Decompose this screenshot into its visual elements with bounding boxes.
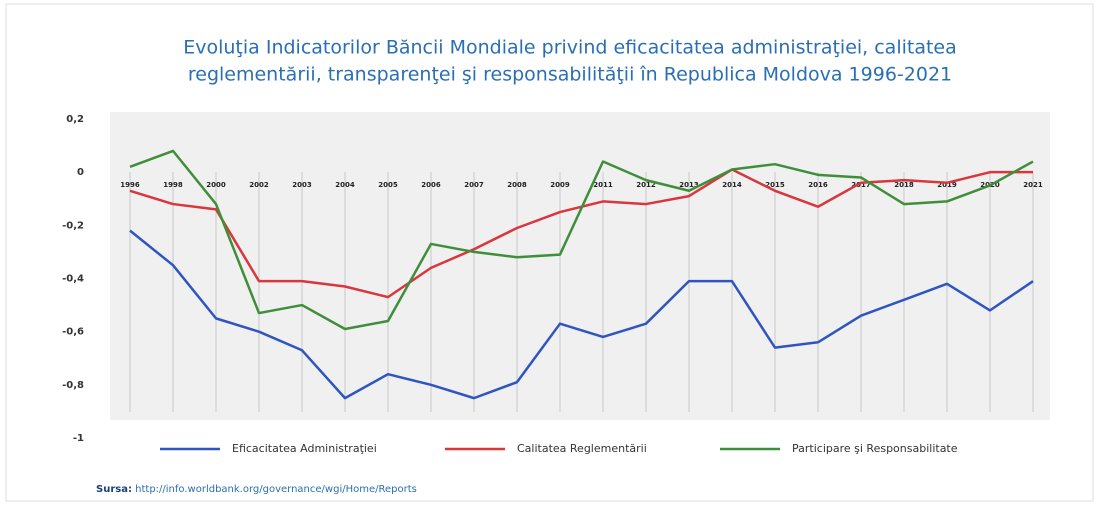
x-tick-label: 2012 [636, 181, 656, 189]
x-tick-label: 2021 [1023, 181, 1043, 189]
series-line [129, 229, 1034, 400]
x-tick-label: 2014 [722, 181, 742, 189]
x-tick-label: 2016 [808, 181, 828, 189]
y-tick-label: -0,2 [62, 220, 84, 231]
x-tick-label: 2015 [765, 181, 785, 189]
y-tick-label: -0,8 [62, 380, 84, 391]
y-tick-label: -0,4 [62, 274, 84, 285]
legend-label: Eficacitatea Administraţiei [232, 442, 377, 455]
x-tick-label: 2017 [851, 181, 871, 189]
x-tick-label: 2004 [335, 181, 355, 189]
x-tick-label: 2006 [421, 181, 441, 189]
y-tick-label: -0,6 [62, 327, 84, 338]
x-tick-label: 2002 [249, 181, 269, 189]
source-url: http://info.worldbank.org/governance/wgi… [135, 484, 417, 495]
x-tick-label: 2007 [464, 181, 484, 189]
x-tick-label: 2011 [593, 181, 613, 189]
x-tick-label: 2003 [292, 181, 312, 189]
legend-label: Calitatea Reglementării [517, 442, 647, 455]
x-tick-label: 2019 [937, 181, 957, 189]
x-tick-label: 2000 [206, 181, 226, 189]
source: Sursa: http://info.worldbank.org/governa… [96, 484, 417, 495]
x-tick-label: 1998 [163, 181, 183, 189]
series-line [129, 149, 1034, 331]
chart-title: Evoluţia Indicatorilor Băncii Mondiale p… [183, 37, 957, 59]
x-tick-label: 2009 [550, 181, 570, 189]
y-tick-label: 0,2 [66, 114, 84, 125]
x-tick-label: 1996 [120, 181, 140, 189]
y-tick-label: 0 [77, 167, 84, 178]
source-label: Sursa: [96, 484, 132, 495]
legend-label: Participare şi Responsabilitate [792, 442, 958, 455]
x-tick-label: 2013 [679, 181, 699, 189]
plot-area [110, 112, 1050, 420]
x-tick-label: 2018 [894, 181, 914, 189]
chart-title: reglementării, transparenţei şi responsa… [188, 64, 952, 86]
x-tick-label: 2005 [378, 181, 398, 189]
y-tick-label: -1 [73, 433, 84, 444]
x-tick-label: 2008 [507, 181, 527, 189]
